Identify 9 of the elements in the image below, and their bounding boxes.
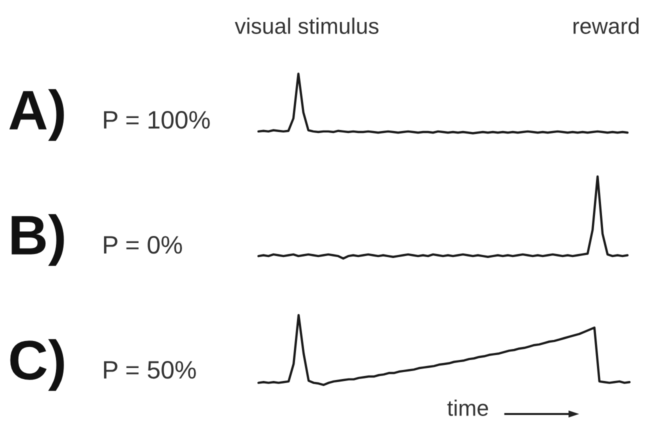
text: reward (574, 18, 639, 34)
text: B) (12, 214, 64, 266)
chart-title: C) (10, 339, 64, 391)
text: P = 0% (104, 236, 182, 254)
x-axis-title: time (447, 400, 488, 416)
chart-title: A) (9, 89, 64, 141)
text: P = 50% (104, 361, 196, 379)
text: visual stimulus (234, 18, 378, 34)
text: P = 100% (104, 111, 210, 129)
